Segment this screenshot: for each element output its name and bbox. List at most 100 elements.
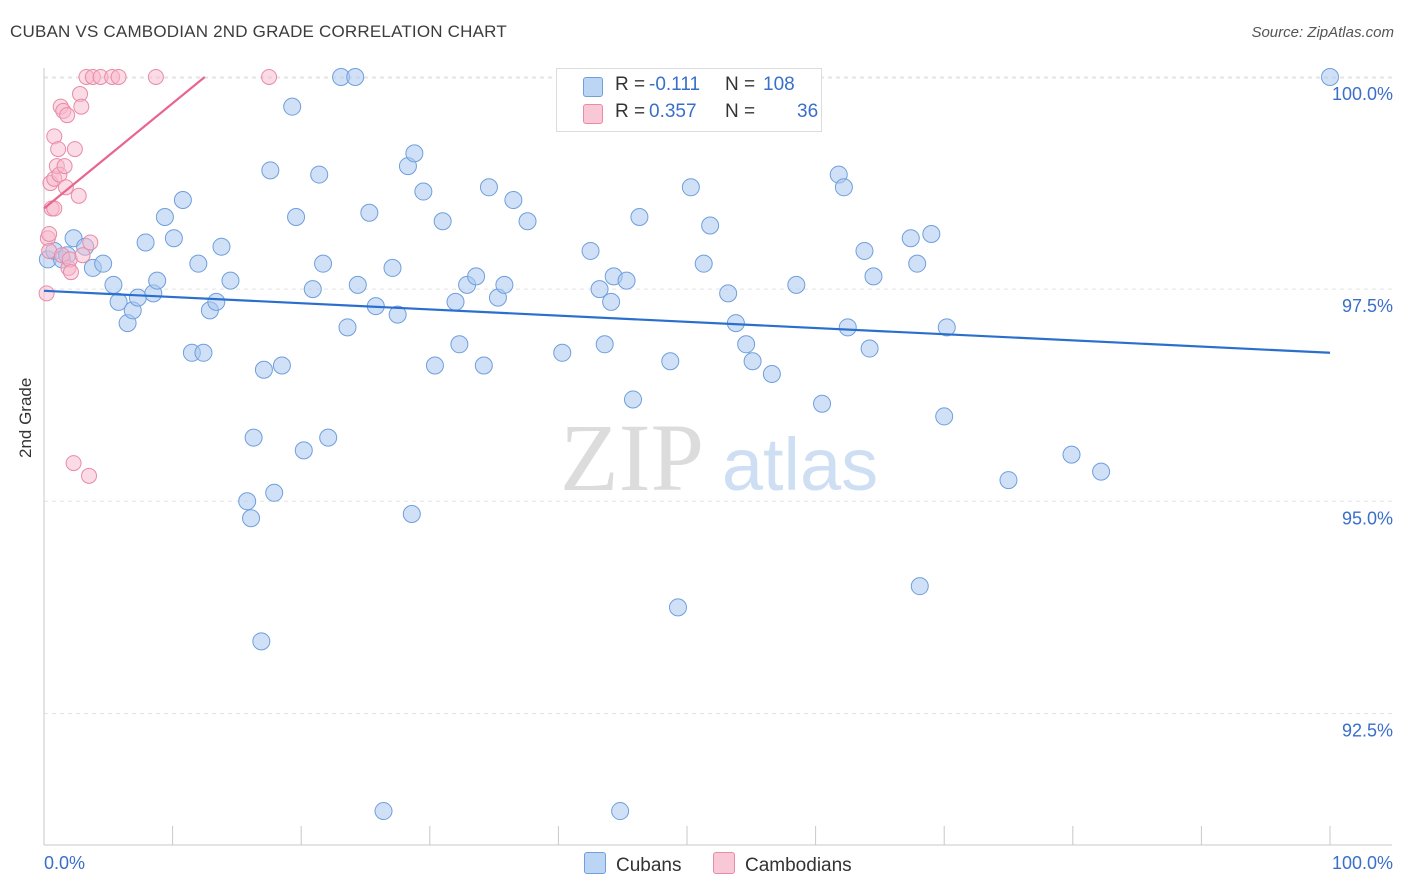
cuban-point xyxy=(261,161,280,180)
cuban-point xyxy=(189,254,208,273)
cubans-swatch xyxy=(583,77,603,97)
cuban-point xyxy=(136,233,155,252)
cuban-point xyxy=(617,271,636,290)
cuban-point xyxy=(999,471,1018,490)
cuban-point xyxy=(668,598,687,617)
cuban-point xyxy=(433,212,452,231)
cuban-point xyxy=(221,271,240,290)
cuban-point xyxy=(602,292,621,311)
cuban-point xyxy=(719,284,738,303)
cuban-point xyxy=(922,224,941,243)
cuban-point xyxy=(737,335,756,354)
cuban-point xyxy=(910,577,929,596)
gridlines xyxy=(44,76,1392,714)
cambodian-point xyxy=(41,225,58,242)
cuban-point xyxy=(294,441,313,460)
cambodians-trend-line xyxy=(43,76,206,210)
cubans-legend-label: Cubans xyxy=(616,855,682,876)
cuban-point xyxy=(1092,462,1111,481)
cuban-point xyxy=(425,356,444,375)
cuban-point xyxy=(414,182,433,201)
watermark-zip: ZIP xyxy=(560,404,704,511)
cuban-point xyxy=(701,216,720,235)
cuban-point xyxy=(148,271,167,290)
cuban-point xyxy=(405,144,424,163)
cuban-point xyxy=(383,258,402,277)
cuban-point xyxy=(402,505,421,524)
cuban-point xyxy=(254,360,273,379)
cuban-point xyxy=(838,318,857,337)
r-value: 0.357 xyxy=(649,101,697,122)
y-tick-label: 100.0% xyxy=(1332,84,1393,104)
chart-title: CUBAN VS CAMBODIAN 2ND GRADE CORRELATION… xyxy=(10,22,507,41)
series-cambodians xyxy=(38,68,278,484)
cuban-point xyxy=(518,212,537,231)
cuban-point xyxy=(310,165,329,184)
cuban-point xyxy=(630,208,649,226)
cuban-point xyxy=(595,335,614,354)
cuban-point xyxy=(450,335,469,354)
cuban-point xyxy=(272,356,291,375)
cuban-point xyxy=(908,254,927,273)
cambodians-legend-swatch xyxy=(713,852,735,874)
cuban-point xyxy=(155,208,174,226)
watermark-atlas: atlas xyxy=(722,423,878,506)
legend-item-cambodians: Cambodians xyxy=(713,852,852,877)
cuban-point xyxy=(283,97,302,116)
cubans-trend-line xyxy=(43,289,1331,354)
cuban-point xyxy=(360,203,379,222)
cuban-point xyxy=(762,365,781,383)
cuban-point xyxy=(238,492,257,511)
cambodian-point xyxy=(147,68,164,85)
trend-lines xyxy=(43,76,1331,354)
cuban-point xyxy=(94,254,113,273)
cuban-point xyxy=(128,288,147,307)
cuban-point xyxy=(860,339,879,358)
legend-item-cubans: Cubans xyxy=(584,852,682,877)
axes xyxy=(43,68,1392,846)
cuban-point xyxy=(901,229,920,248)
cuban-point xyxy=(164,229,183,248)
x-tick-label: 0.0% xyxy=(44,853,85,873)
cuban-point xyxy=(252,632,271,651)
cuban-point xyxy=(855,241,874,260)
cuban-point xyxy=(388,305,407,324)
cambodian-point xyxy=(50,141,67,158)
cambodian-point xyxy=(65,455,82,472)
cuban-point xyxy=(338,318,357,337)
n-value: 108 xyxy=(763,74,795,95)
cuban-point xyxy=(104,275,123,294)
cuban-point xyxy=(207,292,226,311)
r-label: R = xyxy=(615,101,646,122)
r-value: -0.111 xyxy=(649,74,701,95)
cuban-point xyxy=(348,275,367,294)
cuban-point xyxy=(581,241,600,260)
cuban-point xyxy=(265,483,284,502)
cambodian-point xyxy=(70,187,87,204)
cambodian-point xyxy=(38,285,55,302)
cuban-point xyxy=(834,178,853,197)
n-value: 36 xyxy=(797,101,819,122)
source-label: Source: ZipAtlas.com xyxy=(1251,24,1394,41)
cuban-point xyxy=(194,343,213,362)
cuban-point xyxy=(467,267,486,286)
series-cubans xyxy=(38,67,1339,821)
cuban-point xyxy=(813,394,832,413)
cuban-point xyxy=(661,352,680,371)
cuban-point xyxy=(743,352,762,371)
y-tick-label: 92.5% xyxy=(1342,720,1393,740)
cuban-point xyxy=(681,178,700,197)
x-tick-label: 100.0% xyxy=(1332,853,1393,873)
cambodians-legend-label: Cambodians xyxy=(745,855,852,876)
cuban-point xyxy=(553,343,572,362)
y-tick-label: 95.0% xyxy=(1342,508,1393,528)
cuban-point xyxy=(446,292,465,311)
cuban-point xyxy=(244,428,263,447)
cuban-point xyxy=(590,280,609,299)
cuban-point xyxy=(694,254,713,273)
cuban-point xyxy=(937,318,956,337)
cuban-point xyxy=(479,178,498,197)
cuban-point xyxy=(495,275,514,294)
cuban-point xyxy=(787,275,806,294)
